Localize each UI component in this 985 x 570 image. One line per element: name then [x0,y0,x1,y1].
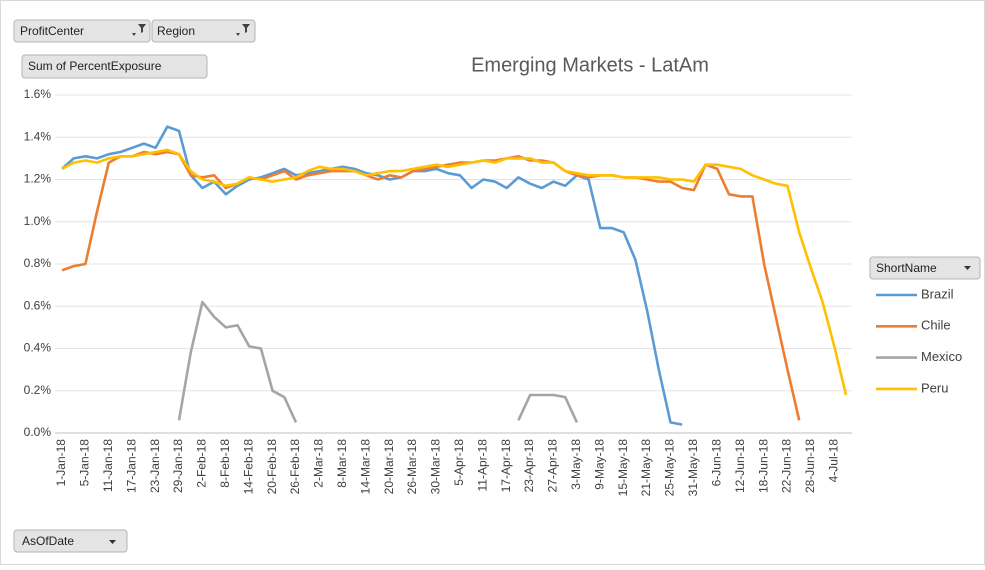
x-tick-label: 21-May-18 [639,439,653,497]
series-line [177,300,579,423]
filter-button[interactable] [151,19,256,43]
x-tick-label: 27-Apr-18 [546,439,560,493]
y-tick-label: 0.2% [24,383,52,397]
x-tick-label: 9-May-18 [592,439,606,490]
x-tick-label: 6-Jun-18 [709,439,723,487]
y-tick-label: 0.4% [24,341,52,355]
chart-title: Emerging Markets - LatAm [471,54,709,76]
x-tick-label: 23-Jan-18 [148,439,162,493]
filter-button[interactable] [13,19,151,43]
value-field-button[interactable] [21,54,208,79]
legend-field-button[interactable] [869,256,981,280]
x-tick-label: 11-Apr-18 [475,439,489,492]
x-tick-label: 2-Mar-18 [312,439,326,488]
y-tick-label: 0.6% [24,298,52,312]
y-tick-label: 1.6% [24,87,52,101]
axis-field-label: AsOfDate [22,534,74,548]
y-tick-label: 0.0% [24,425,52,439]
y-tick-label: 1.4% [24,129,52,143]
legend-label: Peru [921,380,948,395]
filter-label: ProfitCenter [20,24,84,38]
x-tick-label: 22-Jun-18 [780,439,794,493]
legend-field-label: ShortName [876,261,937,275]
x-tick-label: 20-Mar-18 [382,439,396,495]
x-tick-label: 31-May-18 [686,439,700,497]
x-tick-label: 28-Jun-18 [803,439,817,493]
x-tick-label: 12-Jun-18 [733,439,747,493]
x-tick-label: 14-Feb-18 [241,439,255,495]
x-tick-label: 14-Mar-18 [358,439,372,495]
filter-icon [132,24,146,36]
x-tick-label: 15-May-18 [616,439,630,497]
legend-label: Chile [921,318,951,333]
dropdown-icon [109,540,116,544]
x-tick-label: 17-Apr-18 [499,439,513,493]
dropdown-icon [964,266,971,270]
x-tick-label: 8-Mar-18 [335,439,349,488]
x-tick-label: 3-May-18 [569,439,583,490]
value-field-label: Sum of PercentExposure [28,59,162,73]
axis-field-button[interactable] [13,529,128,553]
x-tick-label: 5-Apr-18 [452,439,466,486]
x-tick-label: 30-Mar-18 [429,439,443,495]
x-tick-label: 11-Jan-18 [101,439,115,492]
x-tick-label: 20-Feb-18 [265,439,279,495]
y-tick-label: 1.0% [24,214,52,228]
y-tick-label: 1.2% [24,172,52,186]
x-tick-label: 4-Jul-18 [826,439,840,483]
y-tick-label: 0.8% [24,256,52,270]
x-tick-label: 23-Apr-18 [522,439,536,493]
x-tick-label: 17-Jan-18 [124,439,138,493]
x-tick-label: 26-Feb-18 [288,439,302,495]
x-tick-label: 29-Jan-18 [171,439,185,493]
legend-label: Brazil [921,286,954,301]
filter-label: Region [157,24,195,38]
x-tick-label: 1-Jan-18 [54,439,68,487]
x-tick-label: 5-Jan-18 [78,439,92,487]
x-tick-label: 25-May-18 [663,439,677,497]
x-tick-label: 8-Feb-18 [218,439,232,488]
x-tick-label: 2-Feb-18 [195,439,209,488]
filter-icon [236,24,250,36]
x-tick-label: 18-Jun-18 [756,439,770,493]
series-line [61,148,848,396]
legend-label: Mexico [921,349,962,364]
x-tick-label: 26-Mar-18 [405,439,419,495]
